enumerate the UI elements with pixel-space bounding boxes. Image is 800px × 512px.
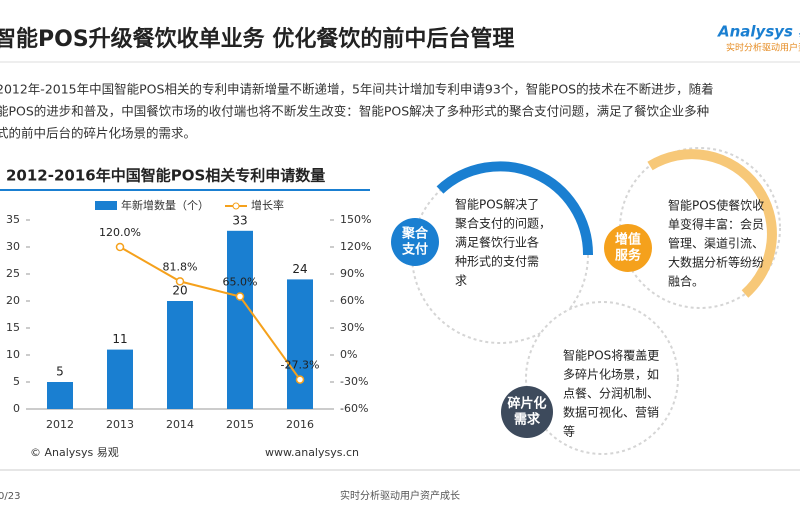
- x-tick-label: 2015: [226, 418, 254, 431]
- bar: [47, 382, 73, 409]
- y-tick-label: 30: [6, 240, 20, 253]
- y-tick-label: 10: [6, 348, 20, 361]
- y2-tick-label: 30%: [340, 321, 364, 334]
- bar: [107, 349, 133, 409]
- badge-label: 增值: [615, 232, 641, 248]
- legend-label: 年新增数量（个）: [121, 198, 209, 212]
- panel-text: 数据可视化、营销: [563, 405, 659, 420]
- bar-label: 24: [292, 262, 307, 276]
- legend-swatch: [95, 201, 117, 210]
- panel-text: 大数据分析等纷纷: [668, 255, 764, 270]
- badge: [501, 386, 553, 438]
- y-tick-label: 15: [6, 321, 20, 334]
- legend-swatch: [232, 202, 240, 210]
- y2-tick-label: -30%: [340, 375, 368, 388]
- y-tick-label: 35: [6, 213, 20, 226]
- y-tick-label: 0: [13, 402, 20, 415]
- bar: [167, 301, 193, 409]
- line: [119, 246, 301, 381]
- x-tick-label: 2012: [46, 418, 74, 431]
- line-label: 65.0%: [223, 276, 258, 289]
- y2-tick-label: -60%: [340, 402, 368, 415]
- y2-tick-label: 120%: [340, 240, 371, 253]
- panel-text: 多碎片化场景，如: [563, 367, 659, 382]
- badge-label: 服务: [615, 248, 642, 264]
- intro-line: 能POS的进步和普及，中国餐饮市场的收付端也将不断发生改变：智能POS解决了多种…: [0, 104, 709, 119]
- x-tick-label: 2016: [286, 418, 314, 431]
- panel-text: 种形式的支付需: [455, 254, 539, 269]
- panel-text: 单变得丰富：会员: [668, 217, 764, 232]
- bar: [287, 279, 313, 409]
- panel-text: 聚合支付的问题，: [455, 216, 551, 231]
- source: © Analysys 易观: [30, 446, 119, 459]
- ring-arc: [436, 161, 594, 256]
- y2-tick-label: 90%: [340, 267, 364, 280]
- footer-slogan: 实时分析驱动用户资产成长: [340, 489, 460, 502]
- badge-label: 碎片化: [507, 396, 546, 412]
- logo: Analysys 易观: [717, 23, 800, 41]
- bar-label: 33: [232, 213, 247, 227]
- bar-label: 20: [172, 284, 187, 298]
- line-point: [175, 277, 185, 286]
- y2-tick-label: 60%: [340, 294, 364, 307]
- bar-label: 5: [56, 365, 64, 379]
- legend-label: 增长率: [251, 198, 284, 212]
- line-label: 120.0%: [99, 226, 141, 239]
- intro-line: 式的前中后台的碎片化场景的需求。: [0, 126, 196, 141]
- panel-text: 等: [563, 425, 575, 439]
- ring: [525, 301, 679, 455]
- line-point: [235, 292, 245, 301]
- x-tick-label: 2013: [106, 418, 134, 431]
- y2-tick-label: 150%: [340, 213, 371, 226]
- panel-text: 点餐、分润机制、: [563, 386, 659, 401]
- panel-text: 智能POS解决了: [455, 197, 539, 212]
- slide-title: 智能POS升级餐饮收单业务 优化餐饮的前中后台管理: [0, 26, 514, 52]
- line-label: 81.8%: [163, 260, 198, 273]
- badge-label: 聚合: [401, 226, 429, 242]
- tagline: 实时分析驱动用户资产: [726, 42, 800, 54]
- page-number: 0/23: [0, 491, 20, 502]
- badge: [604, 224, 652, 272]
- ring-arc: [647, 149, 777, 298]
- panel-text: 求: [455, 274, 467, 288]
- line-point: [295, 375, 305, 384]
- y-tick-label: 25: [6, 267, 20, 280]
- y2-tick-label: 0%: [340, 348, 357, 361]
- panel-text: 满足餐饮行业各: [455, 235, 539, 250]
- line-label: -27.3%: [281, 359, 320, 372]
- line-point: [115, 242, 125, 252]
- y-tick-label: 20: [6, 294, 20, 307]
- chart-title: 2012-2016年中国智能POS相关专利申请数量: [6, 167, 325, 185]
- y-tick-label: 5: [13, 375, 20, 388]
- intro-line: 2012年-2015年中国智能POS相关的专利申请新增量不断递增，5年间共计增加…: [0, 82, 714, 97]
- badge-label: 需求: [514, 412, 541, 428]
- x-tick-label: 2014: [166, 418, 194, 431]
- website: www.analysys.cn: [265, 446, 359, 459]
- panel-text: 智能POS将覆盖更: [563, 348, 659, 363]
- panel-text: 智能POS使餐饮收: [668, 198, 764, 213]
- bar: [227, 230, 253, 409]
- badge-label: 支付: [401, 242, 428, 258]
- panel-text: 融合。: [668, 274, 704, 289]
- ring: [619, 147, 781, 309]
- badge: [391, 218, 439, 266]
- panel-text: 管理、渠道引流、: [668, 236, 764, 251]
- bar-label: 11: [112, 332, 127, 346]
